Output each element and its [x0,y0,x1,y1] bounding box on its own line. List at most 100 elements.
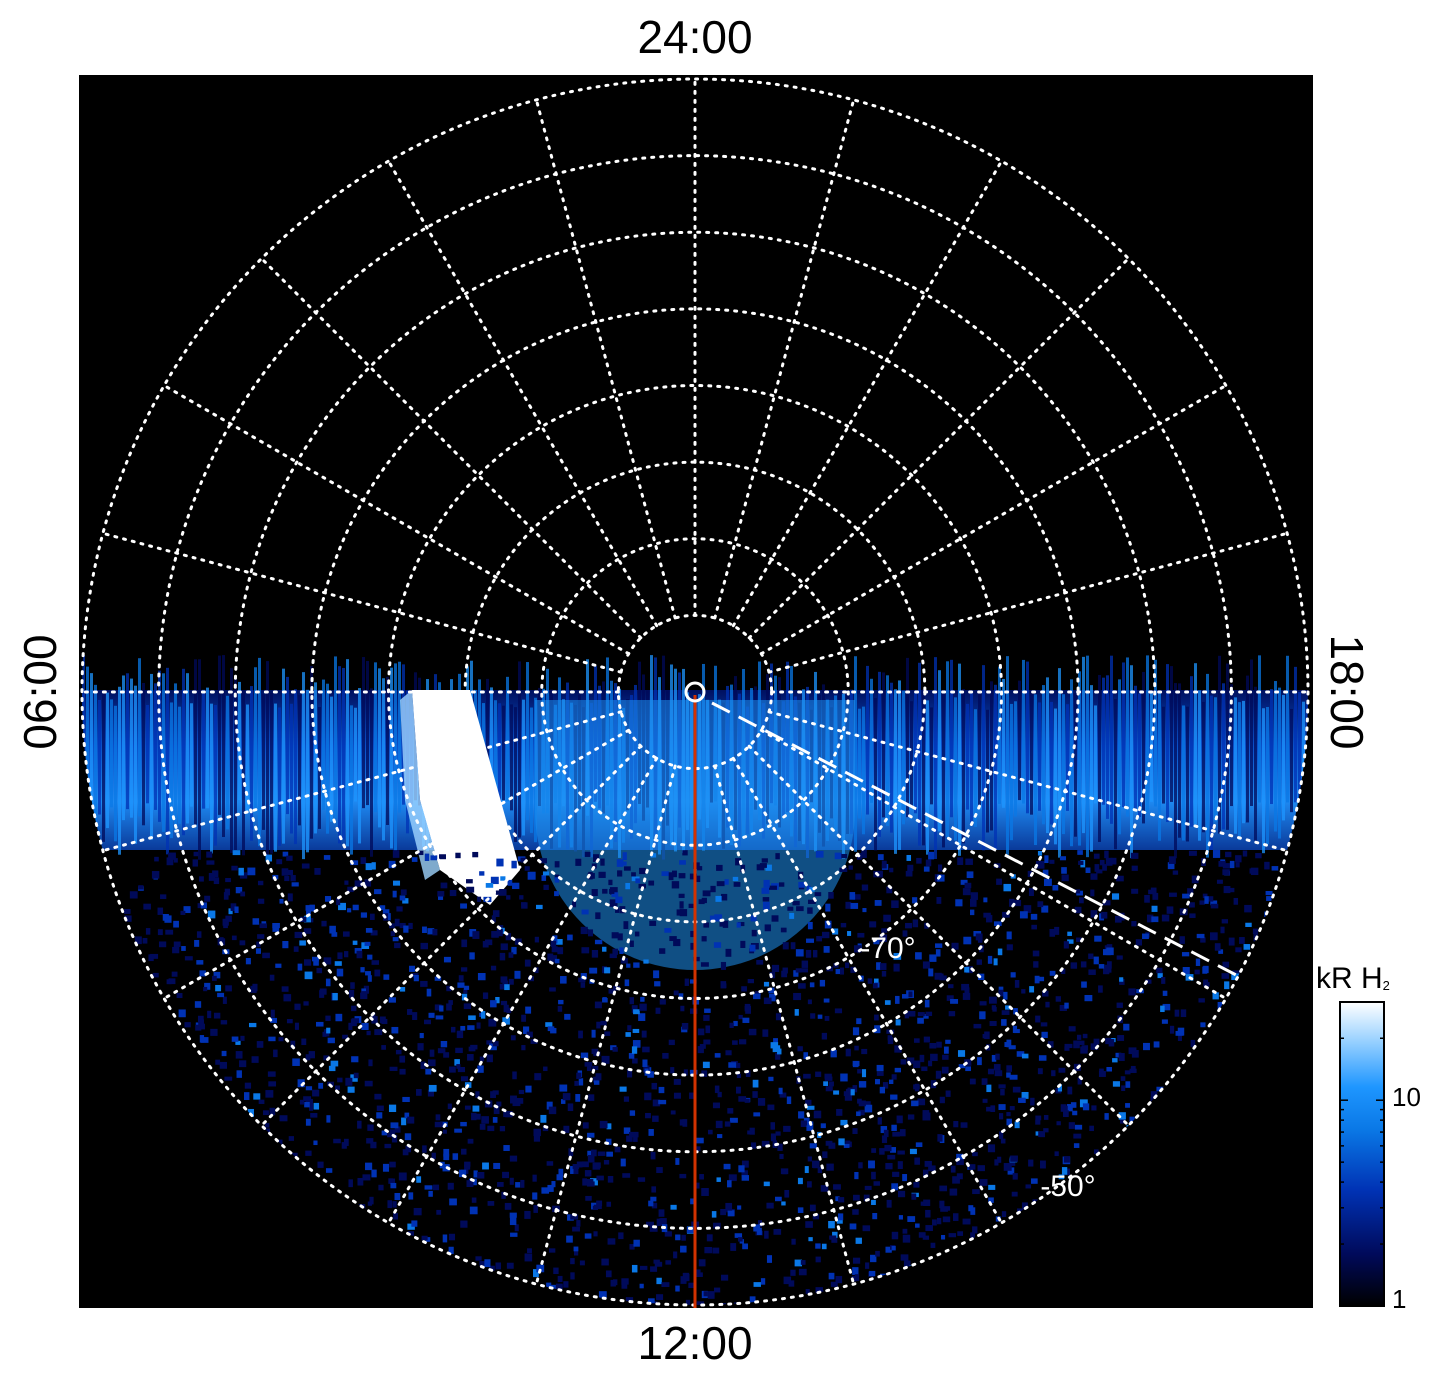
noise-pixel [398,1172,407,1181]
noise-pixel [698,899,705,905]
noise-pixel [679,1173,687,1179]
noise-pixel [878,870,883,878]
noise-pixel [253,1093,261,1100]
noise-pixel [646,1221,654,1227]
noise-pixel [369,913,375,920]
noise-pixel [299,940,306,946]
noise-pixel [986,914,993,923]
noise-pixel [855,873,862,880]
noise-pixel [1081,1045,1089,1051]
noise-pixel [269,1107,276,1116]
auroral-streak [342,667,345,840]
noise-pixel [1203,982,1210,987]
noise-pixel [923,1014,929,1019]
noise-pixel [645,1112,651,1119]
noise-pixel [294,1022,299,1030]
noise-pixel [1001,1010,1010,1015]
noise-pixel [1058,1174,1065,1180]
auroral-streak [190,703,193,807]
noise-pixel [162,914,169,921]
auroral-streak [882,672,885,818]
noise-pixel [659,948,666,954]
noise-pixel [969,1078,976,1085]
longitude-spoke [747,744,1130,1127]
noise-pixel [892,1171,900,1177]
noise-pixel [627,1069,633,1078]
noise-pixel [819,979,826,987]
noise-pixel [821,1032,828,1040]
noise-pixel [573,1246,579,1252]
noise-pixel [593,1231,598,1237]
noise-pixel [316,967,323,974]
noise-pixel [1217,1001,1224,1010]
auroral-streak [1002,678,1005,808]
noise-pixel [290,1040,296,1049]
noise-pixel [1121,1085,1126,1092]
noise-pixel [1070,1102,1077,1108]
noise-pixel [970,1207,976,1215]
noise-pixel [891,1245,896,1251]
noise-pixel [1212,850,1221,858]
noise-pixel [196,931,202,938]
noise-pixel [525,1006,532,1014]
noise-pixel [854,1274,860,1281]
noise-pixel [581,947,590,954]
noise-pixel [928,851,935,860]
noise-pixel [709,915,716,922]
auroral-streak [998,666,1001,805]
noise-pixel [891,900,899,908]
noise-pixel [1104,850,1109,859]
noise-pixel [231,935,237,941]
noise-pixel [881,860,887,869]
noise-pixel [749,1296,756,1303]
auroral-streak [366,660,369,806]
noise-pixel [992,1006,997,1012]
auroral-streak [1202,701,1205,833]
noise-pixel [701,1070,708,1077]
noise-pixel [364,1080,373,1087]
noise-pixel [813,1110,822,1119]
noise-pixel [789,912,795,919]
noise-pixel [917,1017,924,1024]
noise-pixel [586,1064,592,1072]
noise-pixel [634,931,640,937]
noise-pixel [596,1021,601,1029]
noise-pixel [1042,990,1049,997]
noise-pixel [365,928,373,933]
noise-pixel [1049,859,1055,864]
noise-pixel [988,1197,994,1203]
noise-pixel [448,1233,456,1241]
noise-pixel [1027,870,1032,878]
noise-pixel [680,1276,687,1284]
noise-pixel [786,1096,792,1105]
noise-pixel [941,1234,946,1240]
noise-pixel [432,1184,440,1191]
noise-pixel [824,1015,830,1021]
noise-pixel [909,1148,917,1155]
noise-pixel [206,860,215,865]
noise-pixel [393,1213,399,1220]
noise-pixel [1049,970,1056,976]
noise-pixel [834,1008,843,1014]
noise-pixel [623,921,629,930]
noise-pixel [299,916,307,922]
noise-pixel [367,1201,372,1206]
noise-pixel [389,1129,396,1137]
noise-pixel [935,1070,942,1079]
noise-pixel [895,995,900,1004]
noise-pixel [1006,1065,1012,1072]
noise-pixel [625,1297,634,1302]
noise-pixel [533,1269,539,1278]
noise-pixel [578,977,586,983]
noise-pixel [1223,886,1231,894]
auroral-streak [1006,656,1009,855]
noise-pixel [701,1187,709,1196]
auroral-streak [1054,708,1057,845]
noise-pixel [217,992,225,998]
longitude-spoke [759,728,1228,1000]
noise-pixel [649,1225,658,1232]
noise-pixel [456,1030,464,1039]
noise-pixel [486,1040,493,1045]
noise-pixel [972,1189,980,1195]
noise-pixel [840,967,845,975]
